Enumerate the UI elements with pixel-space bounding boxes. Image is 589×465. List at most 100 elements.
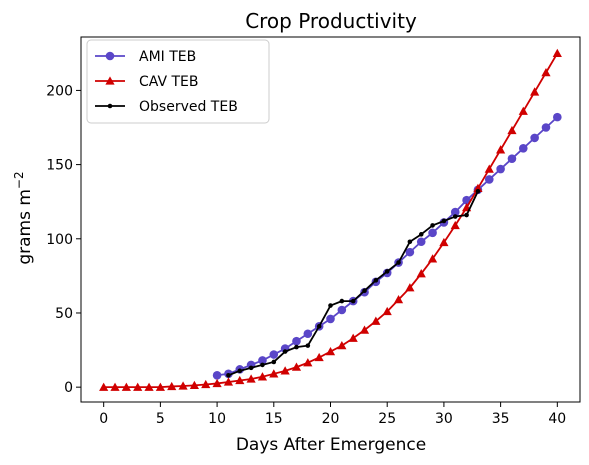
legend-marker xyxy=(105,76,115,85)
data-point-ami-teb xyxy=(496,164,505,174)
data-point-observed-teb xyxy=(305,343,311,348)
legend-entry-observed-teb: Observed TEB xyxy=(95,99,238,115)
data-point-ami-teb xyxy=(269,350,279,359)
data-point-cav-teb xyxy=(201,379,211,389)
data-point-cav-teb xyxy=(371,316,381,325)
data-point-ami-teb xyxy=(292,336,301,346)
data-point-cav-teb xyxy=(178,381,188,390)
data-point-observed-teb xyxy=(396,260,401,265)
data-point-cav-teb xyxy=(541,68,551,77)
data-point-observed-teb xyxy=(271,359,277,365)
x-tick-label: 20 xyxy=(322,411,340,427)
data-point-cav-teb xyxy=(167,381,177,391)
legend-marker xyxy=(105,51,115,61)
data-point-cav-teb xyxy=(518,106,528,115)
data-point-cav-teb xyxy=(393,295,404,304)
data-point-cav-teb xyxy=(235,375,245,385)
data-point-cav-teb xyxy=(530,87,540,96)
chart-title: Crop Productivity xyxy=(245,9,417,33)
series-ami-teb xyxy=(212,112,562,380)
data-point-ami-teb xyxy=(530,133,539,143)
y-tick-label: 50 xyxy=(55,306,73,322)
data-point-ami-teb xyxy=(484,175,494,184)
legend-label: CAV TEB xyxy=(139,74,199,90)
y-tick-label: 150 xyxy=(46,158,73,174)
data-point-cav-teb xyxy=(507,125,517,135)
y-axis-label: grams m−2 xyxy=(12,171,35,264)
x-tick-label: 40 xyxy=(548,411,566,427)
data-point-ami-teb xyxy=(337,305,347,315)
data-point-observed-teb xyxy=(339,298,345,304)
series-observed-teb xyxy=(226,189,481,378)
data-point-cav-teb xyxy=(405,283,415,292)
data-point-observed-teb xyxy=(373,278,379,283)
series-line-ami-teb xyxy=(216,116,558,377)
data-point-cav-teb xyxy=(110,382,120,391)
data-point-observed-teb xyxy=(226,372,231,378)
data-point-cav-teb xyxy=(144,382,154,391)
x-tick-label: 15 xyxy=(265,411,283,427)
data-point-ami-teb xyxy=(416,237,426,247)
x-axis-label: Days After Emergence xyxy=(236,435,426,455)
data-point-cav-teb xyxy=(246,374,256,383)
data-point-ami-teb xyxy=(541,123,551,132)
y-axis-label-superscript: −2 xyxy=(12,171,26,189)
data-point-cav-teb xyxy=(223,377,234,386)
data-point-cav-teb xyxy=(359,325,370,334)
data-point-observed-teb xyxy=(441,218,447,224)
data-point-observed-teb xyxy=(282,349,288,354)
data-point-cav-teb xyxy=(337,341,347,350)
data-point-ami-teb xyxy=(553,112,562,122)
data-point-cav-teb xyxy=(427,254,438,263)
legend-entry-cav-teb: CAV TEB xyxy=(95,74,199,90)
legend-label: Observed TEB xyxy=(139,99,238,115)
series-line-observed-teb xyxy=(228,190,479,377)
legend-label: AMI TEB xyxy=(139,49,196,65)
legend: AMI TEB CAV TEB Observed TEB xyxy=(86,39,270,124)
data-point-cav-teb xyxy=(155,382,165,391)
data-point-observed-teb xyxy=(328,303,333,308)
data-point-observed-teb xyxy=(248,365,254,371)
data-point-ami-teb xyxy=(212,370,222,380)
data-point-observed-teb xyxy=(350,298,356,304)
data-point-observed-teb xyxy=(294,344,299,350)
x-tick-label: 5 xyxy=(156,411,165,427)
data-point-cav-teb xyxy=(121,382,131,391)
data-point-cav-teb xyxy=(291,362,302,371)
data-point-cav-teb xyxy=(212,378,222,388)
series-cav-teb xyxy=(99,48,562,391)
data-point-cav-teb xyxy=(303,358,313,367)
data-point-cav-teb xyxy=(189,380,200,390)
data-point-ami-teb xyxy=(428,228,437,238)
legend-marker xyxy=(107,103,113,109)
data-point-cav-teb xyxy=(99,382,109,391)
data-point-cav-teb xyxy=(269,369,279,378)
x-tick-label: 25 xyxy=(378,411,396,427)
data-point-observed-teb xyxy=(237,368,243,374)
data-point-cav-teb xyxy=(439,237,449,247)
y-axis-label-text: grams m xyxy=(15,189,35,265)
y-tick-label: 100 xyxy=(46,232,73,248)
x-tick-label: 30 xyxy=(435,411,453,427)
data-point-ami-teb xyxy=(405,247,415,257)
data-point-observed-teb xyxy=(475,189,481,194)
legend-entry-ami-teb: AMI TEB xyxy=(95,49,196,65)
data-point-cav-teb xyxy=(484,164,494,173)
x-tick-label: 35 xyxy=(492,411,510,427)
data-point-observed-teb xyxy=(384,269,390,274)
data-point-ami-teb xyxy=(258,356,267,365)
y-tick-label: 0 xyxy=(64,380,73,396)
data-point-ami-teb xyxy=(518,143,528,153)
y-tick-label: 200 xyxy=(46,83,73,99)
data-point-cav-teb xyxy=(496,145,506,154)
x-tick-label: 0 xyxy=(99,411,108,427)
data-point-cav-teb xyxy=(133,382,143,391)
data-point-cav-teb xyxy=(280,366,290,375)
data-point-observed-teb xyxy=(452,214,458,219)
data-point-ami-teb xyxy=(507,154,517,163)
data-point-cav-teb xyxy=(257,372,268,381)
data-point-cav-teb xyxy=(416,269,426,278)
data-point-observed-teb xyxy=(430,223,435,228)
data-point-observed-teb xyxy=(418,232,424,237)
